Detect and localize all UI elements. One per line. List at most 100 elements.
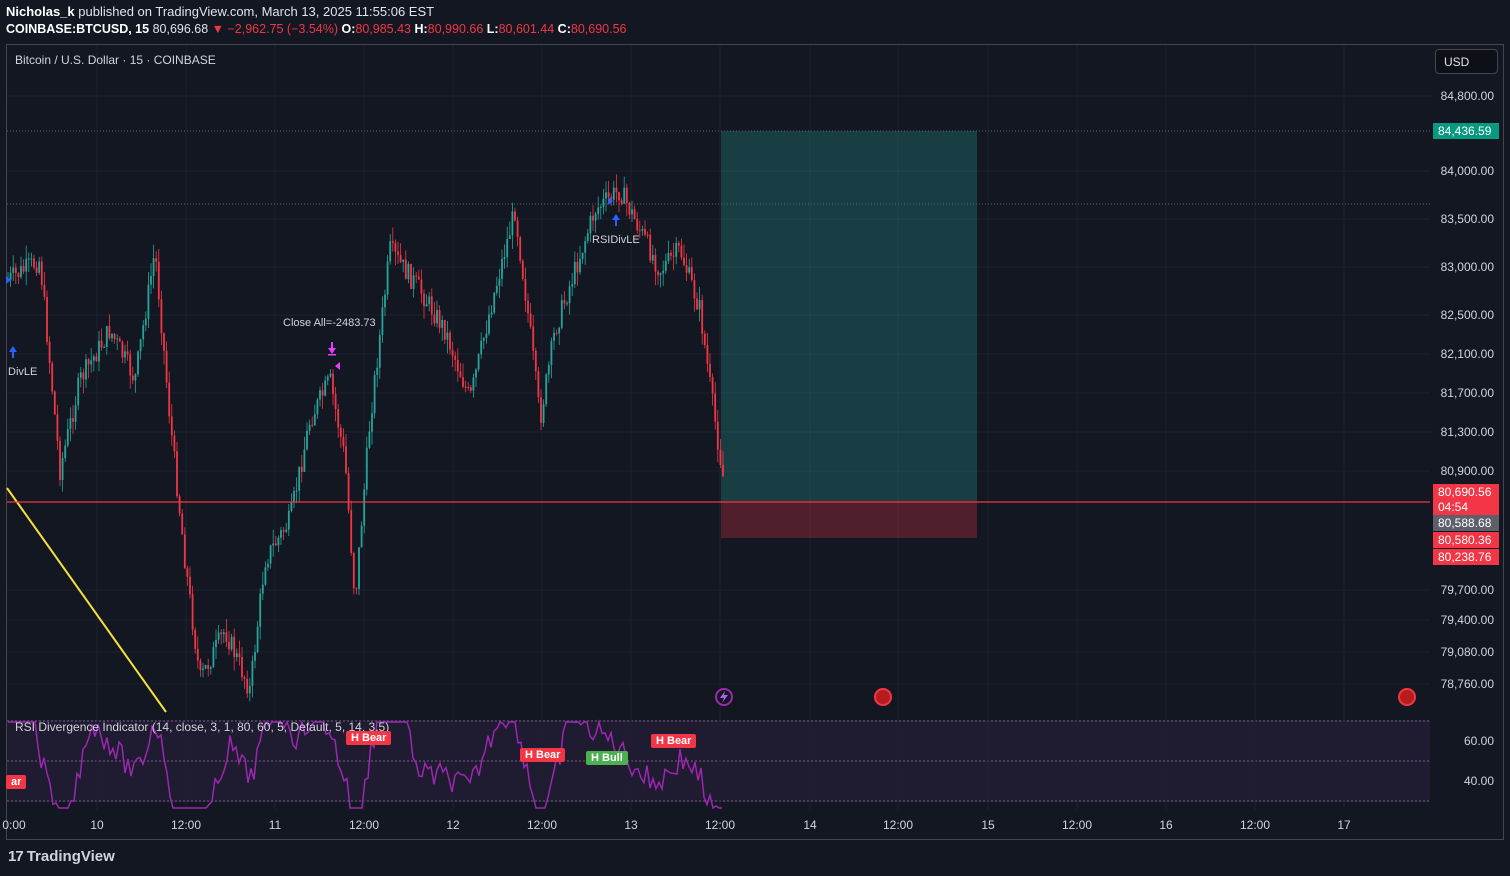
candle-body <box>95 356 98 362</box>
candle-body <box>150 275 152 285</box>
candle-body <box>355 588 358 590</box>
candle-body <box>553 332 555 341</box>
stop-price-tag: 80,238.76 <box>1433 549 1499 565</box>
candle-body <box>365 447 368 490</box>
candle-body <box>48 341 51 364</box>
candle-body <box>316 399 319 415</box>
us-flag-event-icon[interactable] <box>1398 688 1416 706</box>
close-value: 80,690.56 <box>570 22 627 36</box>
candle-body <box>183 534 186 569</box>
target-price-tag: 84,436.59 <box>1433 123 1499 139</box>
candle-body <box>599 206 602 208</box>
candle-body <box>605 192 607 199</box>
candle-body <box>155 258 158 262</box>
price-axis-label: 80,900.00 <box>1440 464 1494 478</box>
candle-body <box>189 576 191 595</box>
candle-body <box>441 320 444 328</box>
time-axis-label: 16 <box>1159 818 1173 832</box>
candle-body <box>168 382 171 417</box>
candle-body <box>415 275 418 277</box>
candle-body <box>199 660 202 671</box>
candle-body <box>615 187 618 193</box>
candle-body <box>215 639 217 648</box>
candle-body <box>131 375 134 381</box>
candle-body <box>597 207 600 214</box>
candle-body <box>719 449 722 465</box>
us-flag-event-icon[interactable] <box>874 688 892 706</box>
close-all-arrow <box>328 342 336 356</box>
candle-body <box>105 326 108 347</box>
candle-body <box>529 313 532 327</box>
publish-info: Nicholas_k published on TradingView.com,… <box>6 4 434 19</box>
candle-body <box>646 234 649 236</box>
candle-body <box>22 266 25 272</box>
candle-body <box>12 267 15 273</box>
candle-body <box>459 371 462 378</box>
candle-body <box>568 286 571 304</box>
candle-body <box>347 473 350 511</box>
candle-body <box>173 435 176 452</box>
candle-body <box>542 404 545 423</box>
candle-body <box>610 196 613 200</box>
candle-body <box>285 529 288 532</box>
candle-body <box>384 294 386 308</box>
high-value: 80,990.66 <box>427 22 484 36</box>
h-bear-badge: H Bear <box>651 734 697 748</box>
entry-marker-mid <box>608 197 613 205</box>
author-name[interactable]: Nicholas_k <box>6 4 75 19</box>
candle-body <box>69 418 72 430</box>
candle-body <box>420 279 423 294</box>
candle-body <box>688 267 691 273</box>
candle-body <box>295 490 298 492</box>
tradingview-logo[interactable]: 17 TradingView <box>8 848 115 865</box>
time-axis-label: 12:00 <box>348 818 380 832</box>
candle-body <box>222 632 225 635</box>
time-axis-label: 12 <box>446 818 460 832</box>
candle-body <box>43 284 46 297</box>
candle-body <box>165 350 168 383</box>
candle-body <box>124 351 126 358</box>
long-position-profit-zone <box>721 131 977 501</box>
rsi-indicator-title[interactable]: RSI Divergence Indicator (14, close, 3, … <box>15 720 390 734</box>
candle-body <box>389 241 392 262</box>
candle-body <box>537 371 540 398</box>
candle-body <box>571 284 574 287</box>
crypto-event-icon[interactable] <box>715 688 733 706</box>
time-axis-label: 12:00 <box>526 818 558 832</box>
candle-body <box>103 346 106 348</box>
entry-marker-right <box>6 276 11 284</box>
candle-body <box>519 237 522 261</box>
ohlc-bar: COINBASE:BTCUSD, 15 80,696.68 ▼ −2,962.7… <box>6 22 626 36</box>
candle-body <box>482 338 485 341</box>
candle-body <box>235 653 238 658</box>
candle-body <box>490 312 493 315</box>
candle-body <box>290 502 293 511</box>
candle-body <box>451 349 454 356</box>
candle-body <box>209 667 212 669</box>
candle-body <box>269 545 272 564</box>
price-axis-label: 78,760.00 <box>1440 677 1494 691</box>
candle-body <box>251 660 254 686</box>
candle-body <box>90 360 93 365</box>
candle-body <box>709 363 711 378</box>
candle-body <box>602 198 605 207</box>
price-axis-label: 79,080.00 <box>1440 645 1494 659</box>
candle-body <box>72 418 74 422</box>
candle-body <box>27 258 30 260</box>
candle-body <box>433 314 436 324</box>
candle-body <box>373 374 376 414</box>
candle-body <box>287 510 290 530</box>
candle-body <box>282 530 285 532</box>
candle-body <box>92 356 95 361</box>
candle-body <box>243 677 246 679</box>
currency-button[interactable]: USD <box>1435 49 1498 74</box>
candle-body <box>137 351 139 375</box>
candle-body <box>277 537 280 546</box>
candle-body <box>550 340 553 365</box>
tradingview-logo-text: TradingView <box>26 848 115 865</box>
candle-body <box>313 414 316 426</box>
candle-body <box>220 632 223 635</box>
chart-frame[interactable] <box>6 44 1504 840</box>
candle-body <box>623 187 626 204</box>
